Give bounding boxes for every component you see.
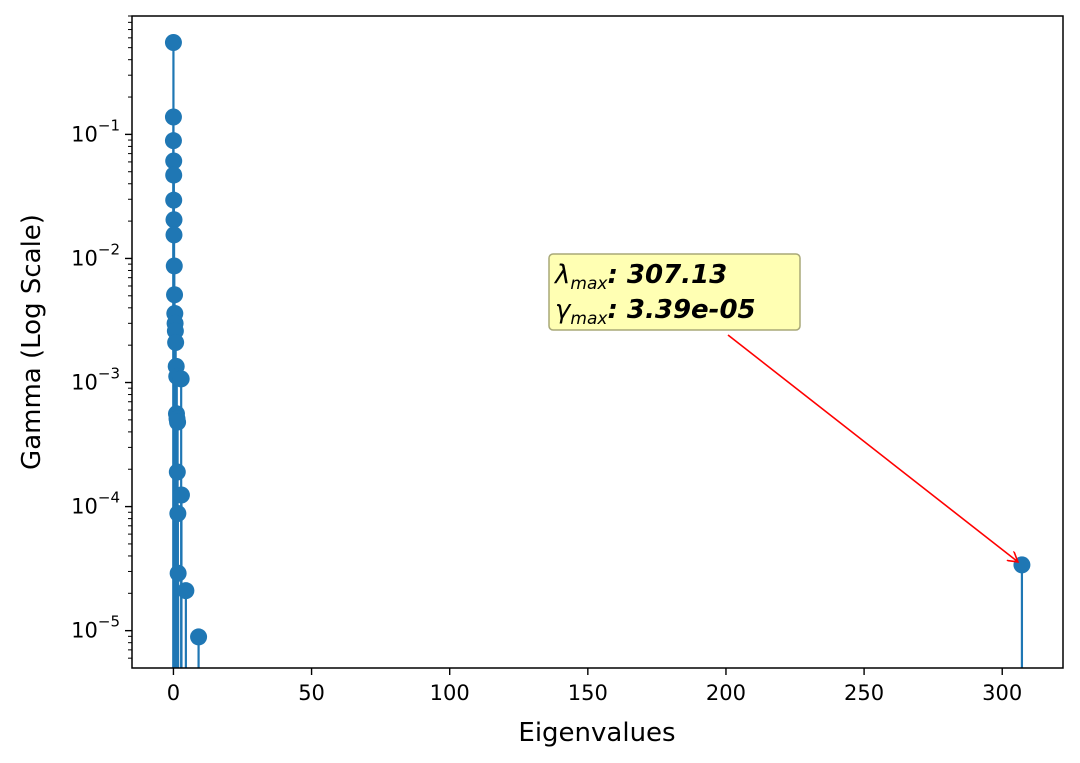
- x-tick-label: 50: [298, 681, 325, 705]
- stem-point-4: [165, 166, 183, 184]
- x-axis-ticks: 0 50 100 150 200 250 300: [167, 668, 1022, 705]
- x-tick-label: 100: [430, 681, 470, 705]
- x-tick-label: 250: [844, 681, 884, 705]
- lambda-subscript: max: [570, 274, 608, 294]
- stem-point-7: [165, 226, 183, 244]
- annotation-gamma-line: γmax: 3.39e-05: [555, 295, 756, 329]
- annotation-arrow: [727, 334, 1018, 562]
- y-tick-label: 10−5: [71, 613, 120, 643]
- plot-frame: [131, 15, 1064, 669]
- y-tick-label: 10−1: [71, 116, 120, 146]
- y-axis-title: Gamma (Log Scale): [17, 214, 47, 470]
- stem-point-2: [164, 132, 182, 150]
- plot-area: [132, 16, 1063, 668]
- stem-point-20: [168, 463, 186, 481]
- gamma-value: : 3.39e-05: [607, 295, 755, 325]
- stem-point-9: [166, 286, 184, 304]
- y-tick-label: 10−4: [71, 489, 120, 519]
- stem-point-22: [169, 504, 187, 522]
- annotation-box: [548, 253, 801, 331]
- stem-point-8: [165, 257, 183, 275]
- stem-point-16: [172, 370, 190, 388]
- lambda-symbol: λ: [553, 260, 570, 290]
- y-axis-ticks: 10−5 10−4 10−3 10−2 10−1: [71, 116, 132, 643]
- stem-point-23: [169, 564, 187, 582]
- stem-markers: [164, 34, 1031, 646]
- stem-point-0: [164, 34, 182, 52]
- stem-point-13: [167, 334, 185, 352]
- y-tick-label: 10−2: [71, 240, 120, 270]
- x-tick-label: 200: [706, 681, 746, 705]
- max-annotation: λmax: 307.13 γmax: 3.39e-05: [548, 253, 1018, 562]
- stem-point-24: [177, 582, 195, 600]
- stem-point-1: [164, 108, 182, 126]
- x-tick-label: 150: [568, 681, 608, 705]
- stem-point-21: [172, 486, 190, 504]
- stem-point-25: [190, 628, 208, 646]
- y-tick-label: 10−3: [71, 365, 120, 395]
- lambda-value: : 307.13: [607, 260, 727, 290]
- gamma-subscript: max: [570, 309, 608, 329]
- gamma-symbol: γ: [555, 295, 572, 325]
- x-axis-title: Eigenvalues: [518, 718, 675, 748]
- stem-point-26: [1013, 556, 1031, 574]
- stem-point-3: [165, 152, 183, 170]
- stem-point-6: [165, 211, 183, 229]
- x-tick-label: 300: [982, 681, 1022, 705]
- annotation-lambda-line: λmax: 307.13: [553, 260, 727, 294]
- x-tick-label: 0: [167, 681, 180, 705]
- stem-point-19: [169, 413, 187, 431]
- stem-point-5: [165, 191, 183, 209]
